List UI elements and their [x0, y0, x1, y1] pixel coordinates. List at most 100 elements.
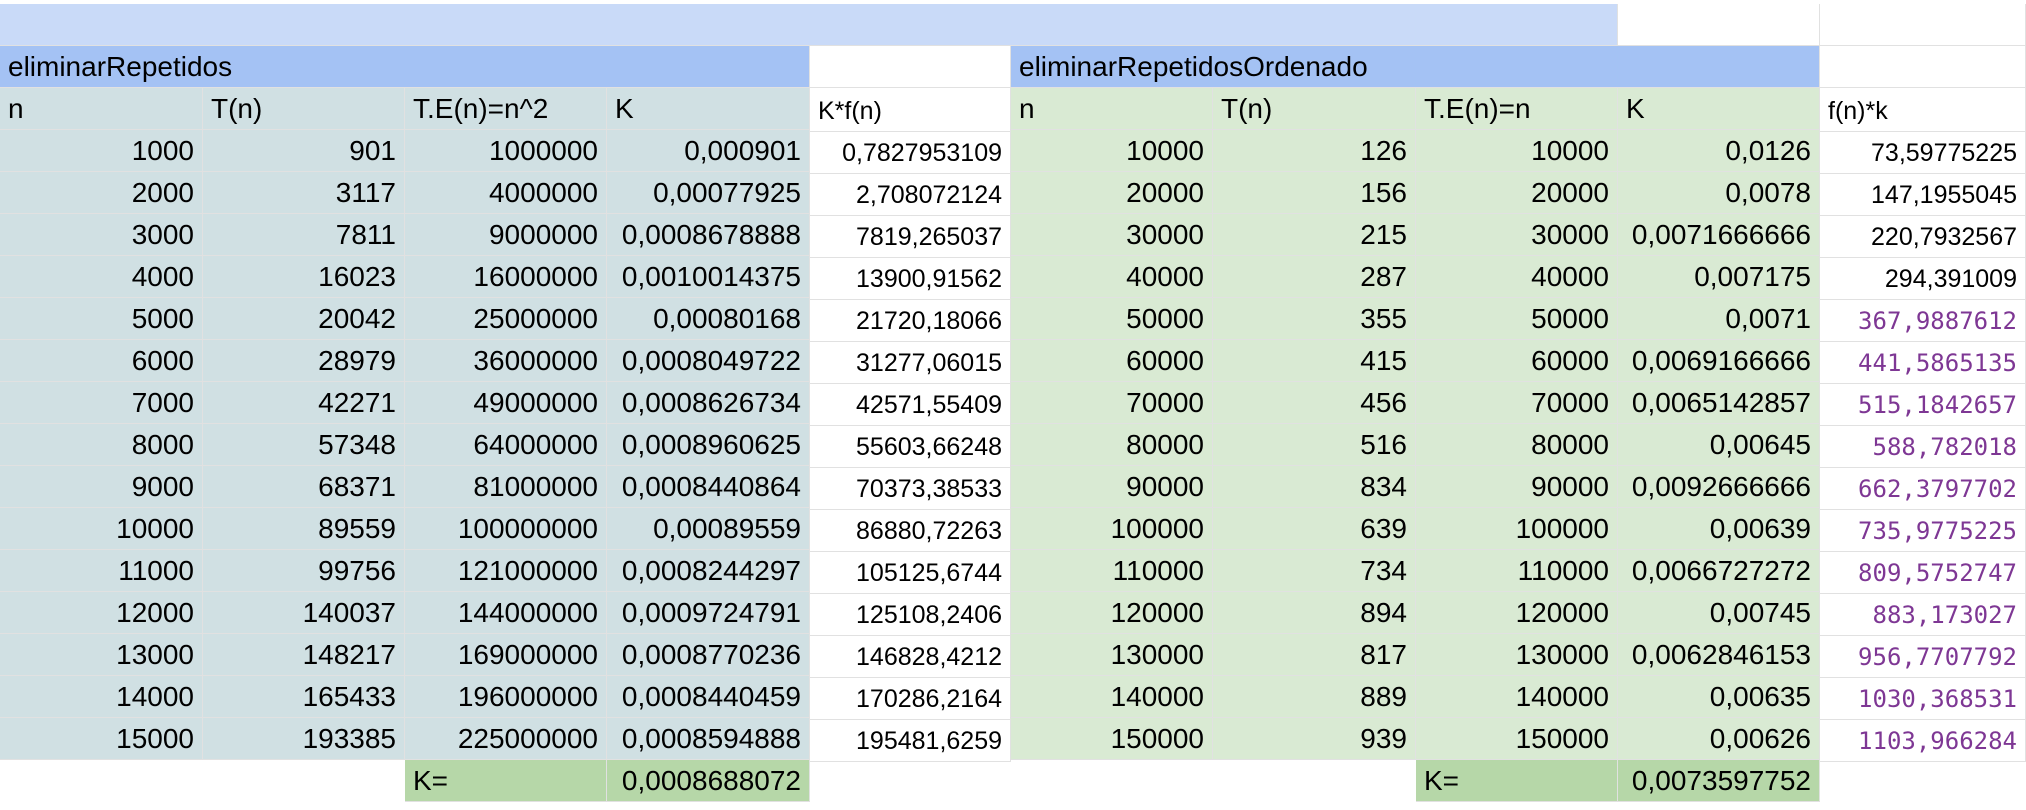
table1-kf-cell[interactable]: 86880,72263	[810, 510, 1011, 552]
table2-cell[interactable]: 10000	[1416, 130, 1618, 172]
table2-cell[interactable]: 734	[1213, 550, 1416, 592]
table2-cell[interactable]: 150000	[1011, 718, 1213, 760]
table1-title[interactable]: eliminarRepetidos	[0, 46, 810, 88]
table1-cell[interactable]: 1000000	[405, 130, 607, 172]
table2-fk-cell[interactable]: 73,59775225	[1820, 132, 2026, 174]
table2-cell[interactable]: 0,0062846153	[1618, 634, 1820, 676]
table2-cell[interactable]: 90000	[1416, 466, 1618, 508]
table1-cell[interactable]: 36000000	[405, 340, 607, 382]
table1-cell[interactable]: 0,0008440459	[607, 676, 810, 718]
table2-header-cell[interactable]: T(n)	[1213, 88, 1416, 130]
table1-cell[interactable]: 81000000	[405, 466, 607, 508]
table2-fk-cell[interactable]: 515,1842657	[1820, 384, 2026, 426]
table2-cell[interactable]: 0,0069166666	[1618, 340, 1820, 382]
table2-fk-cell[interactable]: 735,9775225	[1820, 510, 2026, 552]
table1-cell[interactable]: 0,0008678888	[607, 214, 810, 256]
table2-title[interactable]: eliminarRepetidosOrdenado	[1011, 46, 1820, 88]
table1-kf-cell[interactable]: 170286,2164	[810, 678, 1011, 720]
table1-cell[interactable]: 89559	[203, 508, 405, 550]
table1-kf-cell[interactable]: 2,708072124	[810, 174, 1011, 216]
table2-cell[interactable]: 287	[1213, 256, 1416, 298]
table1-cell[interactable]: 225000000	[405, 718, 607, 760]
table1-kf-cell[interactable]: 125108,2406	[810, 594, 1011, 636]
table1-cell[interactable]: 0,0008960625	[607, 424, 810, 466]
table2-fk-cell[interactable]: 1103,966284	[1820, 720, 2026, 762]
table2-fk-cell[interactable]: 147,1955045	[1820, 174, 2026, 216]
table1-cell[interactable]: 49000000	[405, 382, 607, 424]
table1-cell[interactable]: 100000000	[405, 508, 607, 550]
table2-header-cell[interactable]: K	[1618, 88, 1820, 130]
table1-cell[interactable]: 5000	[0, 298, 203, 340]
table2-cell[interactable]: 0,007175	[1618, 256, 1820, 298]
table1-kf-cell[interactable]: 146828,4212	[810, 636, 1011, 678]
table2-cell[interactable]: 110000	[1011, 550, 1213, 592]
table2-cell[interactable]: 70000	[1416, 382, 1618, 424]
table1-cell[interactable]: 901	[203, 130, 405, 172]
table2-cell[interactable]: 894	[1213, 592, 1416, 634]
table1-cell[interactable]: 13000	[0, 634, 203, 676]
table2-cell[interactable]: 130000	[1416, 634, 1618, 676]
table1-cell[interactable]: 7811	[203, 214, 405, 256]
table2-k-label[interactable]: K=	[1416, 760, 1618, 802]
table1-cell[interactable]: 148217	[203, 634, 405, 676]
table2-cell[interactable]: 215	[1213, 214, 1416, 256]
table2-cell[interactable]: 60000	[1416, 340, 1618, 382]
table2-cell[interactable]: 0,0071	[1618, 298, 1820, 340]
table1-header-cell[interactable]: K*f(n)	[810, 90, 1011, 132]
table2-cell[interactable]: 126	[1213, 130, 1416, 172]
table2-cell[interactable]: 156	[1213, 172, 1416, 214]
table2-cell[interactable]: 110000	[1416, 550, 1618, 592]
table2-cell[interactable]: 140000	[1416, 676, 1618, 718]
table1-cell[interactable]: 16000000	[405, 256, 607, 298]
table2-cell[interactable]: 834	[1213, 466, 1416, 508]
table2-cell[interactable]: 0,00645	[1618, 424, 1820, 466]
table2-cell[interactable]: 40000	[1416, 256, 1618, 298]
table2-fk-cell[interactable]: 588,782018	[1820, 426, 2026, 468]
table2-cell[interactable]: 0,0126	[1618, 130, 1820, 172]
table2-cell[interactable]: 0,0071666666	[1618, 214, 1820, 256]
table1-kf-cell[interactable]: 7819,265037	[810, 216, 1011, 258]
table2-fk-cell[interactable]: 294,391009	[1820, 258, 2026, 300]
table2-header-cell[interactable]: f(n)*k	[1820, 90, 2026, 132]
table1-cell[interactable]: 1000	[0, 130, 203, 172]
table2-fk-cell[interactable]: 367,9887612	[1820, 300, 2026, 342]
table1-cell[interactable]: 25000000	[405, 298, 607, 340]
table2-fk-cell[interactable]: 1030,368531	[1820, 678, 2026, 720]
table1-cell[interactable]: 0,0008594888	[607, 718, 810, 760]
table2-cell[interactable]: 100000	[1416, 508, 1618, 550]
table1-cell[interactable]: 0,000901	[607, 130, 810, 172]
table2-cell[interactable]: 20000	[1416, 172, 1618, 214]
table1-cell[interactable]: 3117	[203, 172, 405, 214]
table2-cell[interactable]: 90000	[1011, 466, 1213, 508]
table1-kf-cell[interactable]: 0,7827953109	[810, 132, 1011, 174]
table2-fk-cell[interactable]: 809,5752747	[1820, 552, 2026, 594]
table2-cell[interactable]: 140000	[1011, 676, 1213, 718]
table1-cell[interactable]: 165433	[203, 676, 405, 718]
table1-cell[interactable]: 57348	[203, 424, 405, 466]
table1-cell[interactable]: 0,00089559	[607, 508, 810, 550]
table2-fk-cell[interactable]: 220,7932567	[1820, 216, 2026, 258]
grid-cell[interactable]	[1618, 4, 1820, 46]
table2-cell[interactable]: 50000	[1011, 298, 1213, 340]
table1-cell[interactable]: 0,0008244297	[607, 550, 810, 592]
table2-cell[interactable]: 0,0066727272	[1618, 550, 1820, 592]
table1-cell[interactable]: 28979	[203, 340, 405, 382]
table1-cell[interactable]: 193385	[203, 718, 405, 760]
table2-cell[interactable]: 939	[1213, 718, 1416, 760]
table1-kf-cell[interactable]: 70373,38533	[810, 468, 1011, 510]
table2-cell[interactable]: 415	[1213, 340, 1416, 382]
table1-cell[interactable]: 0,00080168	[607, 298, 810, 340]
table1-cell[interactable]: 0,0010014375	[607, 256, 810, 298]
table1-kf-cell[interactable]: 42571,55409	[810, 384, 1011, 426]
table1-kf-cell[interactable]: 55603,66248	[810, 426, 1011, 468]
header-band[interactable]	[0, 4, 1618, 46]
table1-kf-cell[interactable]: 31277,06015	[810, 342, 1011, 384]
table1-cell[interactable]: 196000000	[405, 676, 607, 718]
table1-cell[interactable]: 4000	[0, 256, 203, 298]
table2-cell[interactable]: 20000	[1011, 172, 1213, 214]
table1-cell[interactable]: 121000000	[405, 550, 607, 592]
table2-cell[interactable]: 0,0065142857	[1618, 382, 1820, 424]
table1-cell[interactable]: 6000	[0, 340, 203, 382]
table2-header-cell[interactable]: n	[1011, 88, 1213, 130]
table2-cell[interactable]: 817	[1213, 634, 1416, 676]
